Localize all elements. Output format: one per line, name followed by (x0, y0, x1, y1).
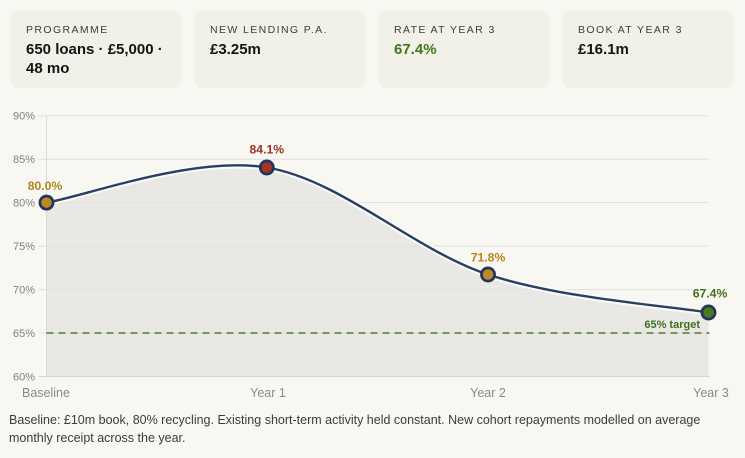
svg-text:75%: 75% (13, 241, 35, 253)
svg-text:84.1%: 84.1% (250, 143, 285, 157)
svg-text:85%: 85% (13, 154, 35, 166)
svg-text:71.8%: 71.8% (471, 251, 506, 265)
svg-text:65% target: 65% target (644, 319, 700, 331)
svg-text:Year 1: Year 1 (250, 386, 286, 400)
svg-text:70%: 70% (13, 285, 35, 297)
svg-text:Baseline: Baseline (22, 386, 70, 400)
svg-text:90%: 90% (13, 111, 35, 123)
svg-text:60%: 60% (13, 372, 35, 384)
svg-text:Year 2: Year 2 (470, 386, 506, 400)
svg-text:67.4%: 67.4% (693, 287, 728, 301)
svg-text:80.0%: 80.0% (28, 179, 63, 193)
svg-text:Year 3: Year 3 (693, 386, 729, 400)
svg-text:65%: 65% (13, 328, 35, 340)
svg-text:80%: 80% (13, 198, 35, 210)
